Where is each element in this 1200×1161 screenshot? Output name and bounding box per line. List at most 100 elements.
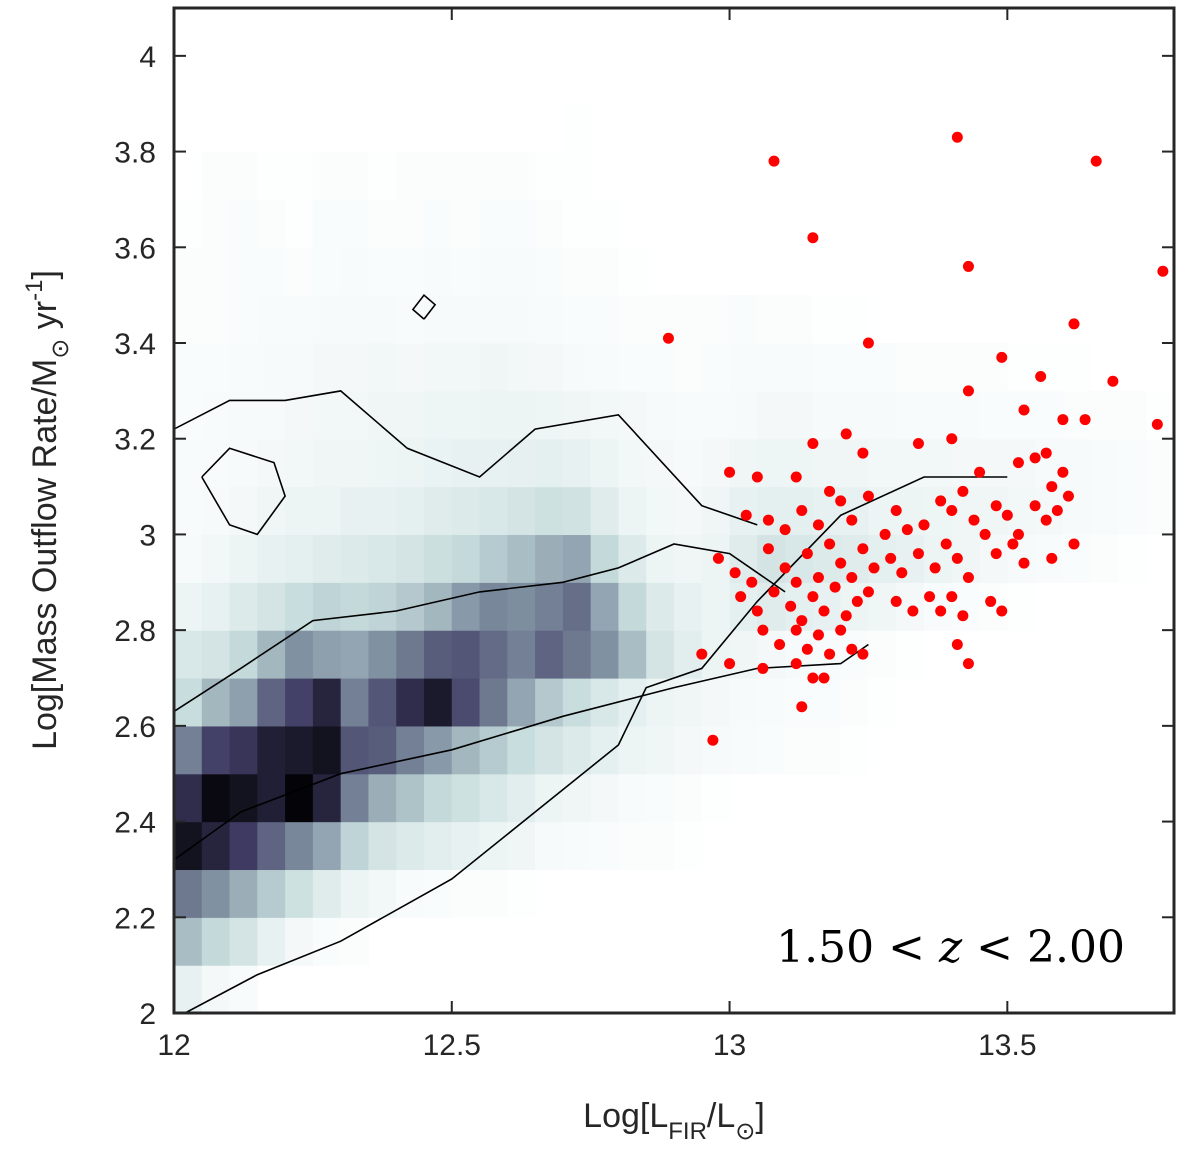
density-cell <box>479 630 508 679</box>
density-cell <box>674 438 703 488</box>
data-point <box>796 505 808 516</box>
density-cell <box>424 582 453 631</box>
density-cell <box>424 678 453 727</box>
density-cell <box>201 295 231 344</box>
density-cell <box>229 773 258 823</box>
density-cell <box>507 725 536 775</box>
density-cell <box>840 678 870 727</box>
density-cell <box>201 247 231 296</box>
xlabel-sun: ⊙ <box>735 1118 755 1145</box>
density-cell <box>1062 438 1092 488</box>
density-cell <box>618 390 647 440</box>
density-cell <box>257 390 286 440</box>
y-tick-label: 2 <box>139 998 156 1031</box>
density-cell <box>285 630 314 679</box>
density-cell <box>646 773 675 823</box>
data-point <box>946 433 958 445</box>
density-cell <box>479 343 508 392</box>
density-cell <box>507 247 536 296</box>
density-cell <box>451 534 481 583</box>
density-cell <box>368 534 397 583</box>
density-cell <box>368 390 397 440</box>
density-cell <box>1090 390 1120 440</box>
density-cell <box>1035 343 1064 392</box>
data-point <box>812 629 824 641</box>
density-cell <box>590 821 620 871</box>
density-cell <box>424 199 453 248</box>
density-cell <box>951 390 981 440</box>
data-point <box>774 639 786 650</box>
ylabel-end: ] <box>26 270 64 279</box>
density-cell <box>535 295 564 344</box>
density-cell <box>562 534 592 583</box>
data-point <box>696 648 708 660</box>
density-cell <box>924 438 953 488</box>
data-point <box>824 485 836 497</box>
density-cell <box>396 247 425 296</box>
xlabel-end: ] <box>755 1097 764 1135</box>
density-cell <box>1090 438 1120 488</box>
density-cell <box>590 630 620 679</box>
density-cell <box>257 917 286 966</box>
density-cell <box>479 773 508 823</box>
data-point <box>979 528 991 540</box>
xlabel-sub: FIR <box>668 1118 707 1145</box>
density-cell <box>646 725 675 775</box>
density-cell <box>340 534 370 583</box>
density-cell <box>451 725 481 775</box>
density-cell <box>896 630 925 679</box>
density-cell <box>201 965 231 1013</box>
density-cell <box>674 295 703 344</box>
density-cell <box>479 390 508 440</box>
density-cell <box>868 678 897 727</box>
density-cell <box>951 343 981 392</box>
data-point <box>862 337 874 349</box>
data-point <box>757 624 769 636</box>
data-point <box>1040 514 1052 526</box>
data-point <box>768 155 780 167</box>
data-point <box>807 672 819 684</box>
data-point <box>1062 490 1074 502</box>
density-cell <box>618 295 647 344</box>
density-cell <box>368 821 397 871</box>
density-cell <box>979 486 1008 536</box>
density-cell <box>257 582 286 631</box>
data-point <box>957 610 969 622</box>
density-cell <box>535 678 564 727</box>
density-cell <box>979 390 1008 440</box>
data-point <box>796 615 808 627</box>
density-cell <box>646 582 675 631</box>
y-tick-label: 3.2 <box>114 424 156 457</box>
density-cell <box>229 630 258 679</box>
data-point <box>835 495 847 507</box>
density-cell <box>562 390 592 440</box>
data-point <box>1068 538 1080 550</box>
density-cell <box>757 343 786 392</box>
data-point <box>807 438 819 449</box>
density-cell <box>312 821 342 871</box>
density-cell <box>229 678 258 727</box>
density-cell <box>340 773 370 823</box>
density-cell <box>896 343 925 392</box>
density-cell <box>451 821 481 871</box>
contour-line <box>411 293 437 320</box>
density-cell <box>646 630 675 679</box>
density-cell <box>424 773 453 823</box>
y-tick-label: 3.4 <box>114 328 156 361</box>
density-cell <box>729 725 758 775</box>
density-cell <box>368 630 397 679</box>
density-cell <box>868 630 897 679</box>
data-point <box>712 552 724 564</box>
density-cell <box>340 630 370 679</box>
density-cell <box>312 725 342 775</box>
density-cell <box>312 582 342 631</box>
density-cell <box>174 917 203 966</box>
density-cell <box>646 678 675 727</box>
data-point <box>824 648 836 660</box>
density-cell <box>757 390 786 440</box>
density-cell <box>1090 534 1120 583</box>
density-cell <box>312 295 342 344</box>
density-cell <box>174 486 203 536</box>
density-cell <box>174 965 203 1013</box>
